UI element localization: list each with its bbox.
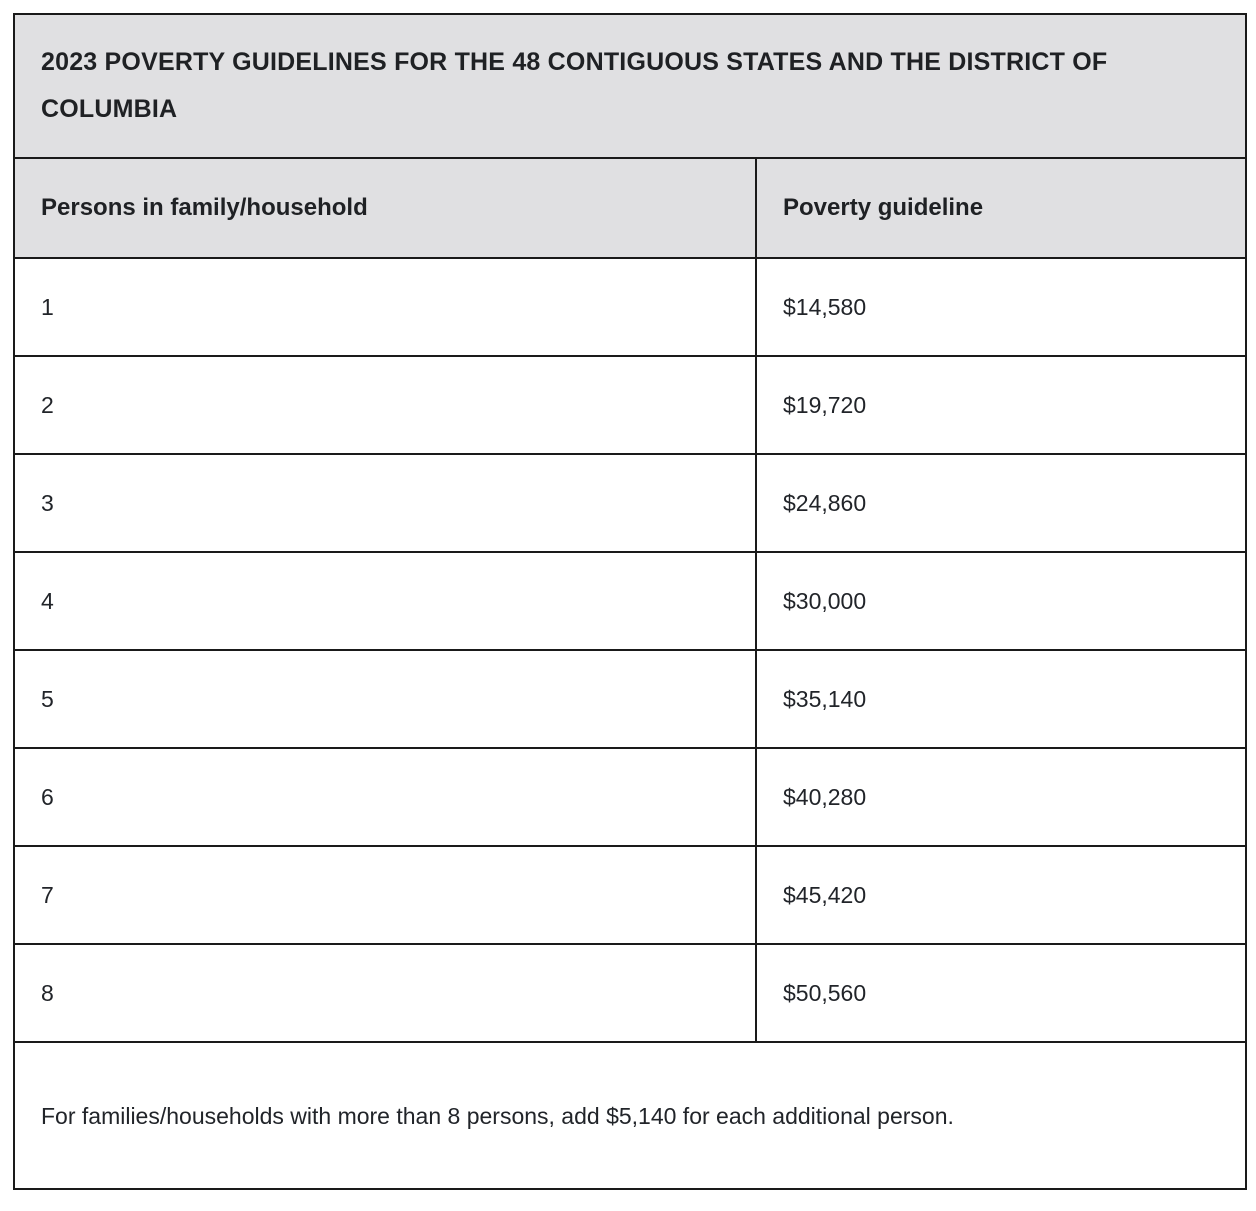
persons-cell: 4 bbox=[13, 551, 757, 651]
guideline-cell: $40,280 bbox=[755, 747, 1247, 847]
persons-cell: 3 bbox=[13, 453, 757, 553]
table-row: 7 $45,420 bbox=[13, 845, 1247, 945]
column-header-persons: Persons in family/household bbox=[13, 157, 757, 259]
table-title-row: 2023 POVERTY GUIDELINES FOR THE 48 CONTI… bbox=[13, 13, 1247, 159]
table-row: 1 $14,580 bbox=[13, 257, 1247, 357]
guideline-cell: $35,140 bbox=[755, 649, 1247, 749]
persons-cell: 2 bbox=[13, 355, 757, 455]
persons-cell: 1 bbox=[13, 257, 757, 357]
guideline-cell: $50,560 bbox=[755, 943, 1247, 1043]
table-title: 2023 POVERTY GUIDELINES FOR THE 48 CONTI… bbox=[13, 13, 1247, 159]
guideline-cell: $14,580 bbox=[755, 257, 1247, 357]
guideline-cell: $19,720 bbox=[755, 355, 1247, 455]
column-header-guideline: Poverty guideline bbox=[755, 157, 1247, 259]
table-row: 2 $19,720 bbox=[13, 355, 1247, 455]
table-footnote: For families/households with more than 8… bbox=[13, 1041, 1247, 1190]
persons-cell: 6 bbox=[13, 747, 757, 847]
guideline-cell: $24,860 bbox=[755, 453, 1247, 553]
persons-cell: 5 bbox=[13, 649, 757, 749]
poverty-guidelines-table: 2023 POVERTY GUIDELINES FOR THE 48 CONTI… bbox=[13, 13, 1247, 1190]
table-row: 6 $40,280 bbox=[13, 747, 1247, 847]
guideline-cell: $45,420 bbox=[755, 845, 1247, 945]
persons-cell: 7 bbox=[13, 845, 757, 945]
table-footnote-row: For families/households with more than 8… bbox=[13, 1041, 1247, 1190]
table-row: 4 $30,000 bbox=[13, 551, 1247, 651]
persons-cell: 8 bbox=[13, 943, 757, 1043]
table-row: 3 $24,860 bbox=[13, 453, 1247, 553]
table-row: 8 $50,560 bbox=[13, 943, 1247, 1043]
guideline-cell: $30,000 bbox=[755, 551, 1247, 651]
table-header-row: Persons in family/household Poverty guid… bbox=[13, 157, 1247, 259]
table-row: 5 $35,140 bbox=[13, 649, 1247, 749]
